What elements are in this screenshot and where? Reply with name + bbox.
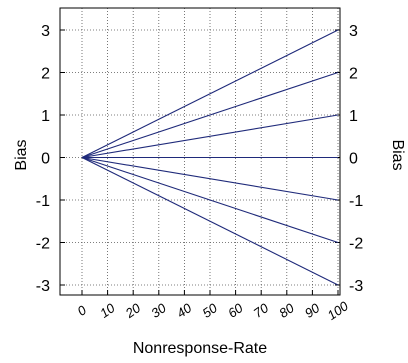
y-tick-label-left: 0 [41,151,50,168]
y-tick-label-right: -2 [349,236,363,253]
series-line [81,71,339,159]
y-tick-label-right: -1 [349,193,363,210]
series-line [81,156,339,201]
y-tick-label-right: 1 [349,108,358,125]
x-tick-label: 30 [148,300,169,321]
x-tick-label: 40 [174,300,195,321]
y-tick-label-left: 1 [41,108,50,125]
grid [60,8,340,295]
y-tick-label-right: -3 [349,278,363,295]
y-tick-label-right: 0 [349,151,358,168]
x-tick-label: 60 [225,300,246,321]
series-line [81,157,339,286]
x-axis-title: Nonresponse-Rate [133,340,267,357]
y-tick-label-left: 3 [41,23,50,40]
x-tick-label: 100 [325,298,352,323]
series [81,29,339,286]
y-tick-label-left: -1 [36,193,50,210]
x-tick-label: 50 [199,300,220,321]
series-line [81,114,339,159]
x-tick-label: 90 [302,300,323,321]
y-axis-title-left: Bias [13,139,30,170]
series-line [81,156,339,244]
ticks [60,29,340,295]
y-tick-label-left: 2 [41,66,50,83]
x-tick-label: 20 [122,300,144,322]
x-tick-label: 70 [251,300,272,321]
series-line [81,29,339,158]
x-tick-label: 10 [97,300,118,321]
plot-frame [59,7,341,296]
x-tick-label: 0 [74,302,89,319]
y-tick-label-right: 3 [349,23,358,40]
y-tick-label-right: 2 [349,66,358,83]
y-tick-label-left: -2 [36,236,50,253]
y-tick-label-left: -3 [36,278,50,295]
y-axis-title-right: Bias [389,139,406,170]
x-tick-label: 80 [276,300,297,321]
